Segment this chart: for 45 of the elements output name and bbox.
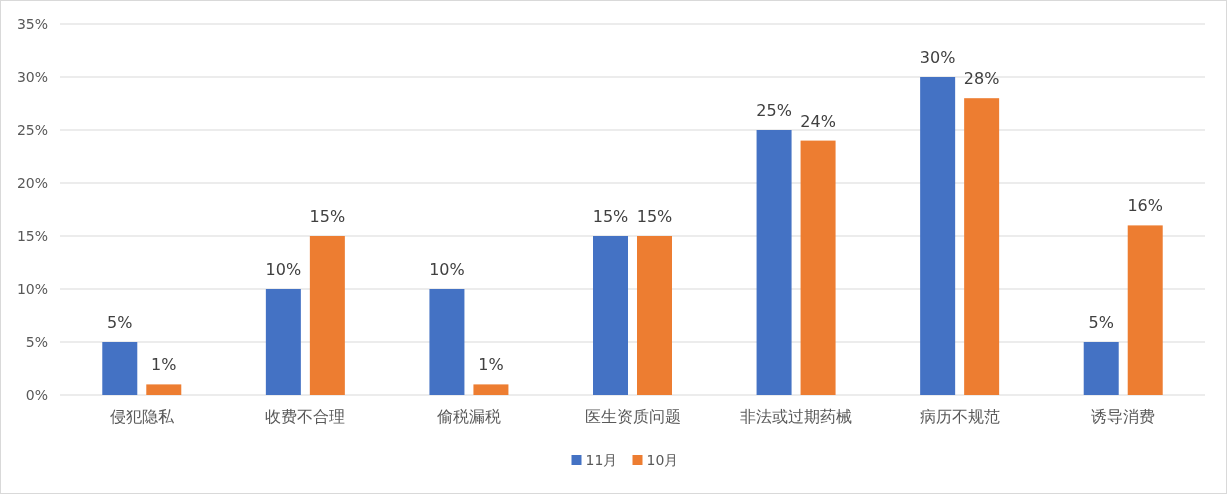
data-label: 5% — [107, 313, 133, 332]
bar — [920, 77, 956, 395]
bar — [473, 384, 509, 395]
data-label: 15% — [309, 207, 346, 226]
y-tick-label: 0% — [25, 387, 48, 403]
data-label: 1% — [478, 355, 504, 375]
bar — [309, 236, 345, 395]
bar — [637, 236, 672, 395]
data-label: 5% — [1088, 313, 1114, 332]
bar — [429, 289, 465, 395]
bar — [102, 342, 138, 395]
bar — [1083, 342, 1119, 395]
data-label: 10% — [429, 260, 465, 279]
bar — [593, 236, 628, 395]
bar — [1127, 225, 1163, 395]
x-tick-label: 收费不合理 — [265, 407, 346, 426]
bar — [756, 130, 792, 395]
data-label: 16% — [1127, 196, 1163, 216]
data-label: 25% — [756, 101, 792, 120]
data-label: 15% — [636, 207, 673, 226]
y-tick-label: 15% — [16, 228, 48, 244]
bar — [265, 289, 301, 395]
legend-label: 10月 — [646, 452, 679, 468]
y-tick-label: 10% — [16, 281, 48, 297]
x-tick-label: 侵犯隐私 — [109, 407, 175, 426]
y-tick-label: 35% — [16, 16, 48, 32]
data-label: 1% — [151, 355, 177, 375]
y-tick-label: 5% — [25, 334, 48, 350]
data-label: 30% — [919, 48, 956, 67]
bar — [964, 98, 1000, 395]
x-tick-label: 偷税漏税 — [436, 407, 501, 426]
bar — [800, 140, 836, 395]
y-tick-label: 30% — [16, 69, 48, 85]
x-tick-label: 诱导消费 — [1091, 407, 1156, 426]
y-tick-label: 25% — [16, 122, 48, 138]
x-tick-label: 病历不规范 — [919, 407, 1000, 426]
data-label: 15% — [592, 207, 629, 226]
data-label: 24% — [800, 111, 836, 131]
data-label: 28% — [963, 69, 1000, 89]
x-tick-label: 非法或过期药械 — [740, 407, 853, 426]
data-label: 10% — [265, 260, 302, 279]
bar — [146, 384, 182, 395]
legend-label: 11月 — [585, 452, 618, 468]
y-tick-label: 20% — [16, 175, 48, 191]
x-tick-label: 医生资质问题 — [584, 407, 681, 426]
